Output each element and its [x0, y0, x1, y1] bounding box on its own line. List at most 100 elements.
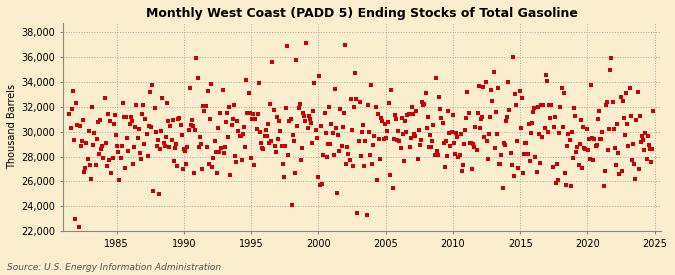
Point — [88, 143, 99, 147]
Point — [131, 103, 142, 108]
Point — [358, 123, 369, 127]
Point — [603, 148, 614, 153]
Point — [178, 167, 188, 171]
Point — [359, 164, 370, 168]
Point — [610, 146, 620, 150]
Point — [90, 163, 101, 167]
Point — [336, 143, 347, 148]
Point — [631, 118, 642, 122]
Point — [461, 116, 472, 120]
Point — [645, 147, 655, 151]
Point — [352, 211, 363, 215]
Point — [151, 130, 161, 134]
Point — [444, 131, 455, 136]
Point — [124, 122, 135, 126]
Point — [633, 167, 644, 172]
Point — [292, 123, 303, 128]
Point — [526, 131, 537, 136]
Point — [588, 158, 599, 162]
Point — [640, 130, 651, 135]
Point — [236, 158, 247, 162]
Point — [281, 106, 292, 111]
Point — [271, 115, 282, 119]
Point — [564, 138, 575, 143]
Point — [630, 176, 641, 181]
Point — [571, 150, 582, 155]
Point — [423, 144, 434, 149]
Point — [301, 41, 312, 45]
Point — [184, 86, 195, 90]
Point — [536, 102, 547, 107]
Point — [595, 137, 605, 141]
Point — [105, 119, 115, 123]
Point — [204, 161, 215, 166]
Point — [388, 136, 399, 141]
Point — [198, 104, 209, 109]
Point — [429, 153, 440, 157]
Point — [74, 124, 85, 128]
Point — [576, 118, 587, 123]
Point — [529, 106, 540, 110]
Point — [266, 139, 277, 144]
Point — [231, 160, 242, 164]
Point — [623, 144, 634, 148]
Point — [309, 81, 320, 85]
Title: Monthly West Coast (PADD 5) Ending Stocks of Total Gasoline: Monthly West Coast (PADD 5) Ending Stock… — [146, 7, 578, 20]
Point — [104, 158, 115, 162]
Point — [561, 183, 572, 187]
Point — [597, 130, 608, 134]
Point — [628, 141, 639, 146]
Point — [191, 56, 202, 60]
Point — [479, 135, 490, 139]
Point — [79, 170, 90, 174]
Point — [570, 114, 580, 119]
Point — [439, 164, 450, 169]
Point — [435, 107, 446, 111]
Point — [481, 139, 492, 143]
Point — [342, 145, 352, 149]
Point — [504, 108, 515, 112]
Point — [498, 141, 509, 145]
Point — [450, 152, 460, 156]
Point — [622, 122, 632, 126]
Point — [253, 80, 264, 85]
Point — [233, 129, 244, 134]
Point — [456, 169, 467, 173]
Point — [618, 99, 628, 103]
Point — [92, 119, 103, 124]
Point — [159, 144, 170, 148]
Point — [360, 139, 371, 143]
Point — [186, 123, 196, 128]
Point — [495, 162, 506, 166]
Point — [244, 110, 255, 115]
Point — [423, 115, 433, 119]
Point — [546, 103, 557, 107]
Point — [164, 145, 175, 149]
Point — [116, 144, 127, 148]
Point — [71, 101, 82, 106]
Point — [331, 126, 342, 131]
Point — [261, 128, 271, 133]
Point — [625, 113, 636, 118]
Point — [533, 105, 543, 109]
Point — [521, 141, 532, 145]
Point — [437, 121, 448, 125]
Point — [379, 122, 390, 126]
Point — [117, 101, 128, 106]
Point — [608, 100, 618, 104]
Point — [477, 114, 487, 119]
Point — [636, 140, 647, 144]
Point — [224, 105, 235, 109]
Point — [302, 126, 313, 131]
Point — [480, 79, 491, 84]
Point — [368, 142, 379, 147]
Point — [586, 83, 597, 87]
Point — [453, 155, 464, 159]
Point — [384, 101, 395, 105]
Point — [403, 112, 414, 116]
Point — [113, 150, 124, 154]
Point — [216, 146, 227, 150]
Point — [370, 105, 381, 109]
Point — [144, 123, 155, 128]
Point — [371, 178, 382, 182]
